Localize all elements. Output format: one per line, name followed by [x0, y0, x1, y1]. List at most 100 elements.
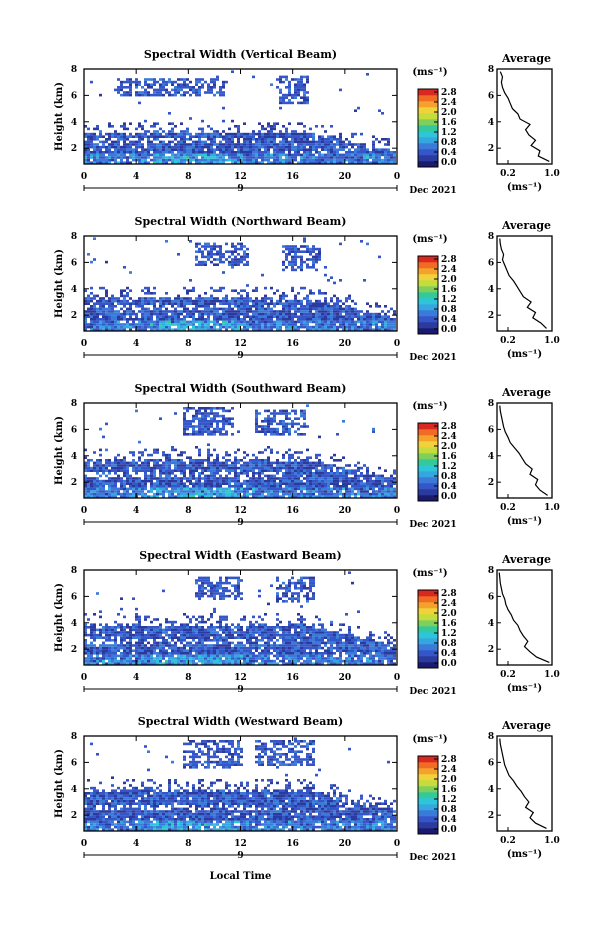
heatmap-cell: [297, 101, 300, 105]
heatmap-cell: [309, 156, 312, 159]
heatmap-cell: [294, 422, 297, 426]
day-label: 9: [237, 351, 243, 361]
heatmap-cell: [357, 161, 360, 164]
heatmap-cell: [378, 305, 381, 308]
heatmap-cell: [291, 138, 294, 141]
heatmap-cell: [186, 422, 189, 426]
heatmap-cell: [168, 78, 171, 81]
heatmap-cell: [132, 80, 135, 84]
heatmap-cell: [153, 320, 156, 324]
heatmap-cell: [312, 466, 315, 470]
heatmap-cell: [282, 461, 285, 465]
heatmap-cell: [255, 156, 258, 159]
heatmap-cell: [384, 312, 387, 316]
heatmap-cell: [240, 302, 243, 305]
heatmap-cell: [372, 161, 375, 164]
heatmap-cell: [336, 140, 339, 144]
heatmap-cell: [102, 297, 105, 300]
heatmap-cell: [216, 456, 219, 459]
heatmap-cell: [165, 328, 168, 331]
heatmap-cell: [210, 412, 213, 415]
heatmap-cell: [132, 597, 135, 600]
heatmap-cell: [300, 250, 303, 253]
heatmap-cell: [189, 156, 192, 159]
heatmap-cell: [141, 156, 144, 159]
heatmap-cell: [273, 466, 276, 470]
heatmap-cell: [357, 153, 360, 157]
heatmap-cell: [180, 466, 183, 470]
heatmap-cell: [315, 310, 318, 313]
heatmap-cell: [354, 492, 357, 496]
heatmap-cell: [216, 250, 219, 253]
heatmap-cell: [123, 80, 126, 84]
heatmap-cell: [387, 492, 390, 496]
heatmap-cell: [192, 420, 195, 423]
x-tick-label: 16: [286, 339, 299, 349]
heatmap-cell: [321, 302, 324, 305]
heatmap-cell: [159, 156, 162, 159]
heatmap-cell: [117, 474, 120, 478]
heatmap-cell: [345, 156, 348, 159]
heatmap-cell: [234, 132, 237, 136]
heatmap-cell: [336, 299, 339, 303]
heatmap-cell: [183, 430, 186, 433]
heatmap-cell: [294, 96, 297, 99]
heatmap-cell: [255, 302, 258, 305]
heatmap-cell: [147, 299, 150, 303]
heatmap-cell: [249, 461, 252, 465]
heatmap-cell: [177, 156, 180, 159]
heatmap-cell: [189, 117, 192, 120]
heatmap-cell: [324, 466, 327, 470]
heatmap-cell: [114, 626, 117, 629]
heatmap-cell: [129, 151, 132, 154]
heatmap-cell: [156, 122, 159, 125]
heatmap-cell: [234, 125, 237, 128]
heatmap-cell: [135, 318, 138, 321]
heatmap-cell: [372, 143, 375, 146]
heatmap-cell: [96, 487, 99, 491]
colorbar-tick-label: 2.4: [441, 432, 457, 442]
heatmap-cell: [180, 459, 183, 462]
heatmap-cell: [258, 312, 261, 316]
heatmap-cell: [93, 487, 96, 491]
heatmap-cell: [285, 148, 288, 151]
heatmap-cell: [246, 495, 249, 498]
heatmap-cell: [369, 153, 372, 157]
heatmap-cell: [117, 148, 120, 151]
heatmap-cell: [117, 659, 120, 663]
heatmap-cell: [324, 325, 327, 329]
heatmap-cell: [153, 323, 156, 326]
heatmap-cell: [321, 305, 324, 308]
profile-x-tick-label: 0.2: [500, 169, 516, 179]
heatmap-cell: [114, 469, 117, 472]
heatmap-cell: [195, 148, 198, 151]
profile-title: Average: [501, 52, 551, 65]
heatmap-cell: [288, 490, 291, 493]
heatmap-cell: [123, 289, 126, 292]
heatmap-cell: [243, 482, 246, 485]
heatmap-cell: [123, 305, 126, 308]
heatmap-cell: [255, 320, 258, 324]
heatmap-cell: [225, 135, 228, 138]
heatmap-cell: [387, 328, 390, 331]
heatmap-cell: [114, 487, 117, 491]
heatmap-cell: [111, 652, 114, 655]
heatmap-cell: [174, 318, 177, 321]
heatmap-cell: [84, 626, 87, 629]
heatmap-cell: [129, 461, 132, 465]
heatmap-cell: [174, 479, 177, 483]
heatmap-cell: [153, 662, 156, 665]
heatmap-cell: [366, 323, 369, 326]
heatmap-cell: [357, 158, 360, 162]
heatmap-cell: [120, 156, 123, 159]
heatmap-cell: [243, 145, 246, 149]
heatmap-cell: [384, 328, 387, 331]
heatmap-cell: [249, 464, 252, 467]
heatmap-cell: [381, 328, 384, 331]
heatmap-cell: [318, 145, 321, 149]
heatmap-cell: [183, 427, 186, 431]
heatmap-cell: [255, 422, 258, 426]
heatmap-cell: [138, 140, 141, 144]
heatmap-cell: [267, 130, 270, 133]
heatmap-cell: [306, 91, 309, 94]
